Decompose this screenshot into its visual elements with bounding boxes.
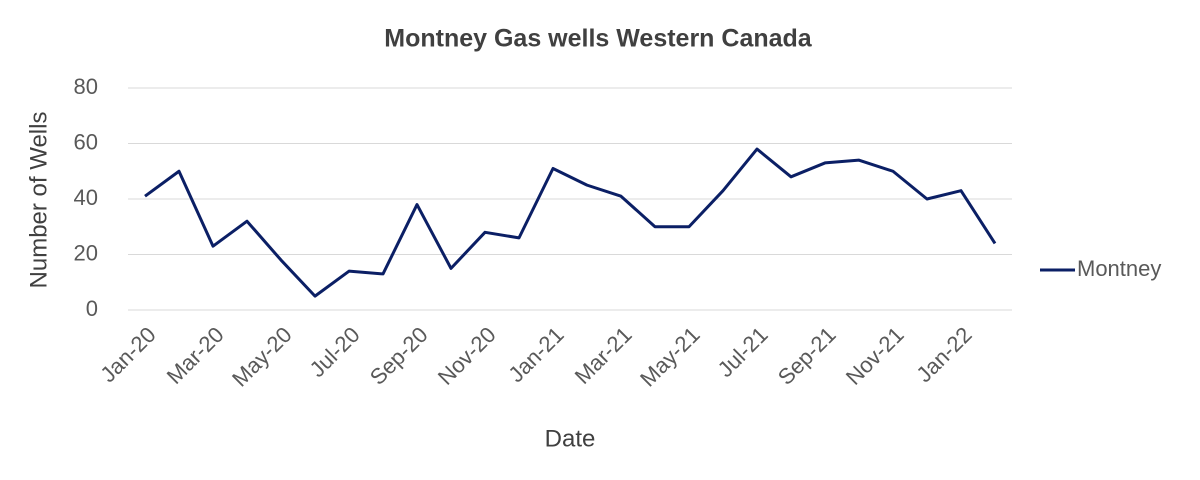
x-tick-label: May-21 xyxy=(635,322,705,392)
y-tick-label: 20 xyxy=(74,240,98,265)
x-tick-label: Nov-21 xyxy=(841,322,909,390)
y-tick-label: 80 xyxy=(74,74,98,99)
y-tick-label: 0 xyxy=(86,296,98,321)
x-tick-label: Jul-21 xyxy=(713,322,773,382)
x-tick-label: Mar-21 xyxy=(570,322,637,389)
x-tick-label: Sep-21 xyxy=(773,322,841,390)
legend-label: Montney xyxy=(1077,256,1161,281)
x-axis-label: Date xyxy=(545,425,596,452)
x-tick-label: Nov-20 xyxy=(433,322,501,390)
x-tick-label: Mar-20 xyxy=(162,322,229,389)
x-tick-label: Jul-20 xyxy=(305,322,365,382)
x-tick-label: Jan-22 xyxy=(911,322,976,387)
data-line xyxy=(144,147,997,298)
y-tick-label: 40 xyxy=(74,185,98,210)
x-tick-label: Sep-20 xyxy=(365,322,433,390)
y-tick-label: 60 xyxy=(74,129,98,154)
y-axis-label: Number of Wells xyxy=(25,112,52,289)
x-tick-label: Jan-20 xyxy=(95,322,160,387)
chart-title: Montney Gas wells Western Canada xyxy=(384,25,813,53)
x-tick-label: Jan-21 xyxy=(503,322,568,387)
x-tick-label: May-20 xyxy=(227,322,297,392)
